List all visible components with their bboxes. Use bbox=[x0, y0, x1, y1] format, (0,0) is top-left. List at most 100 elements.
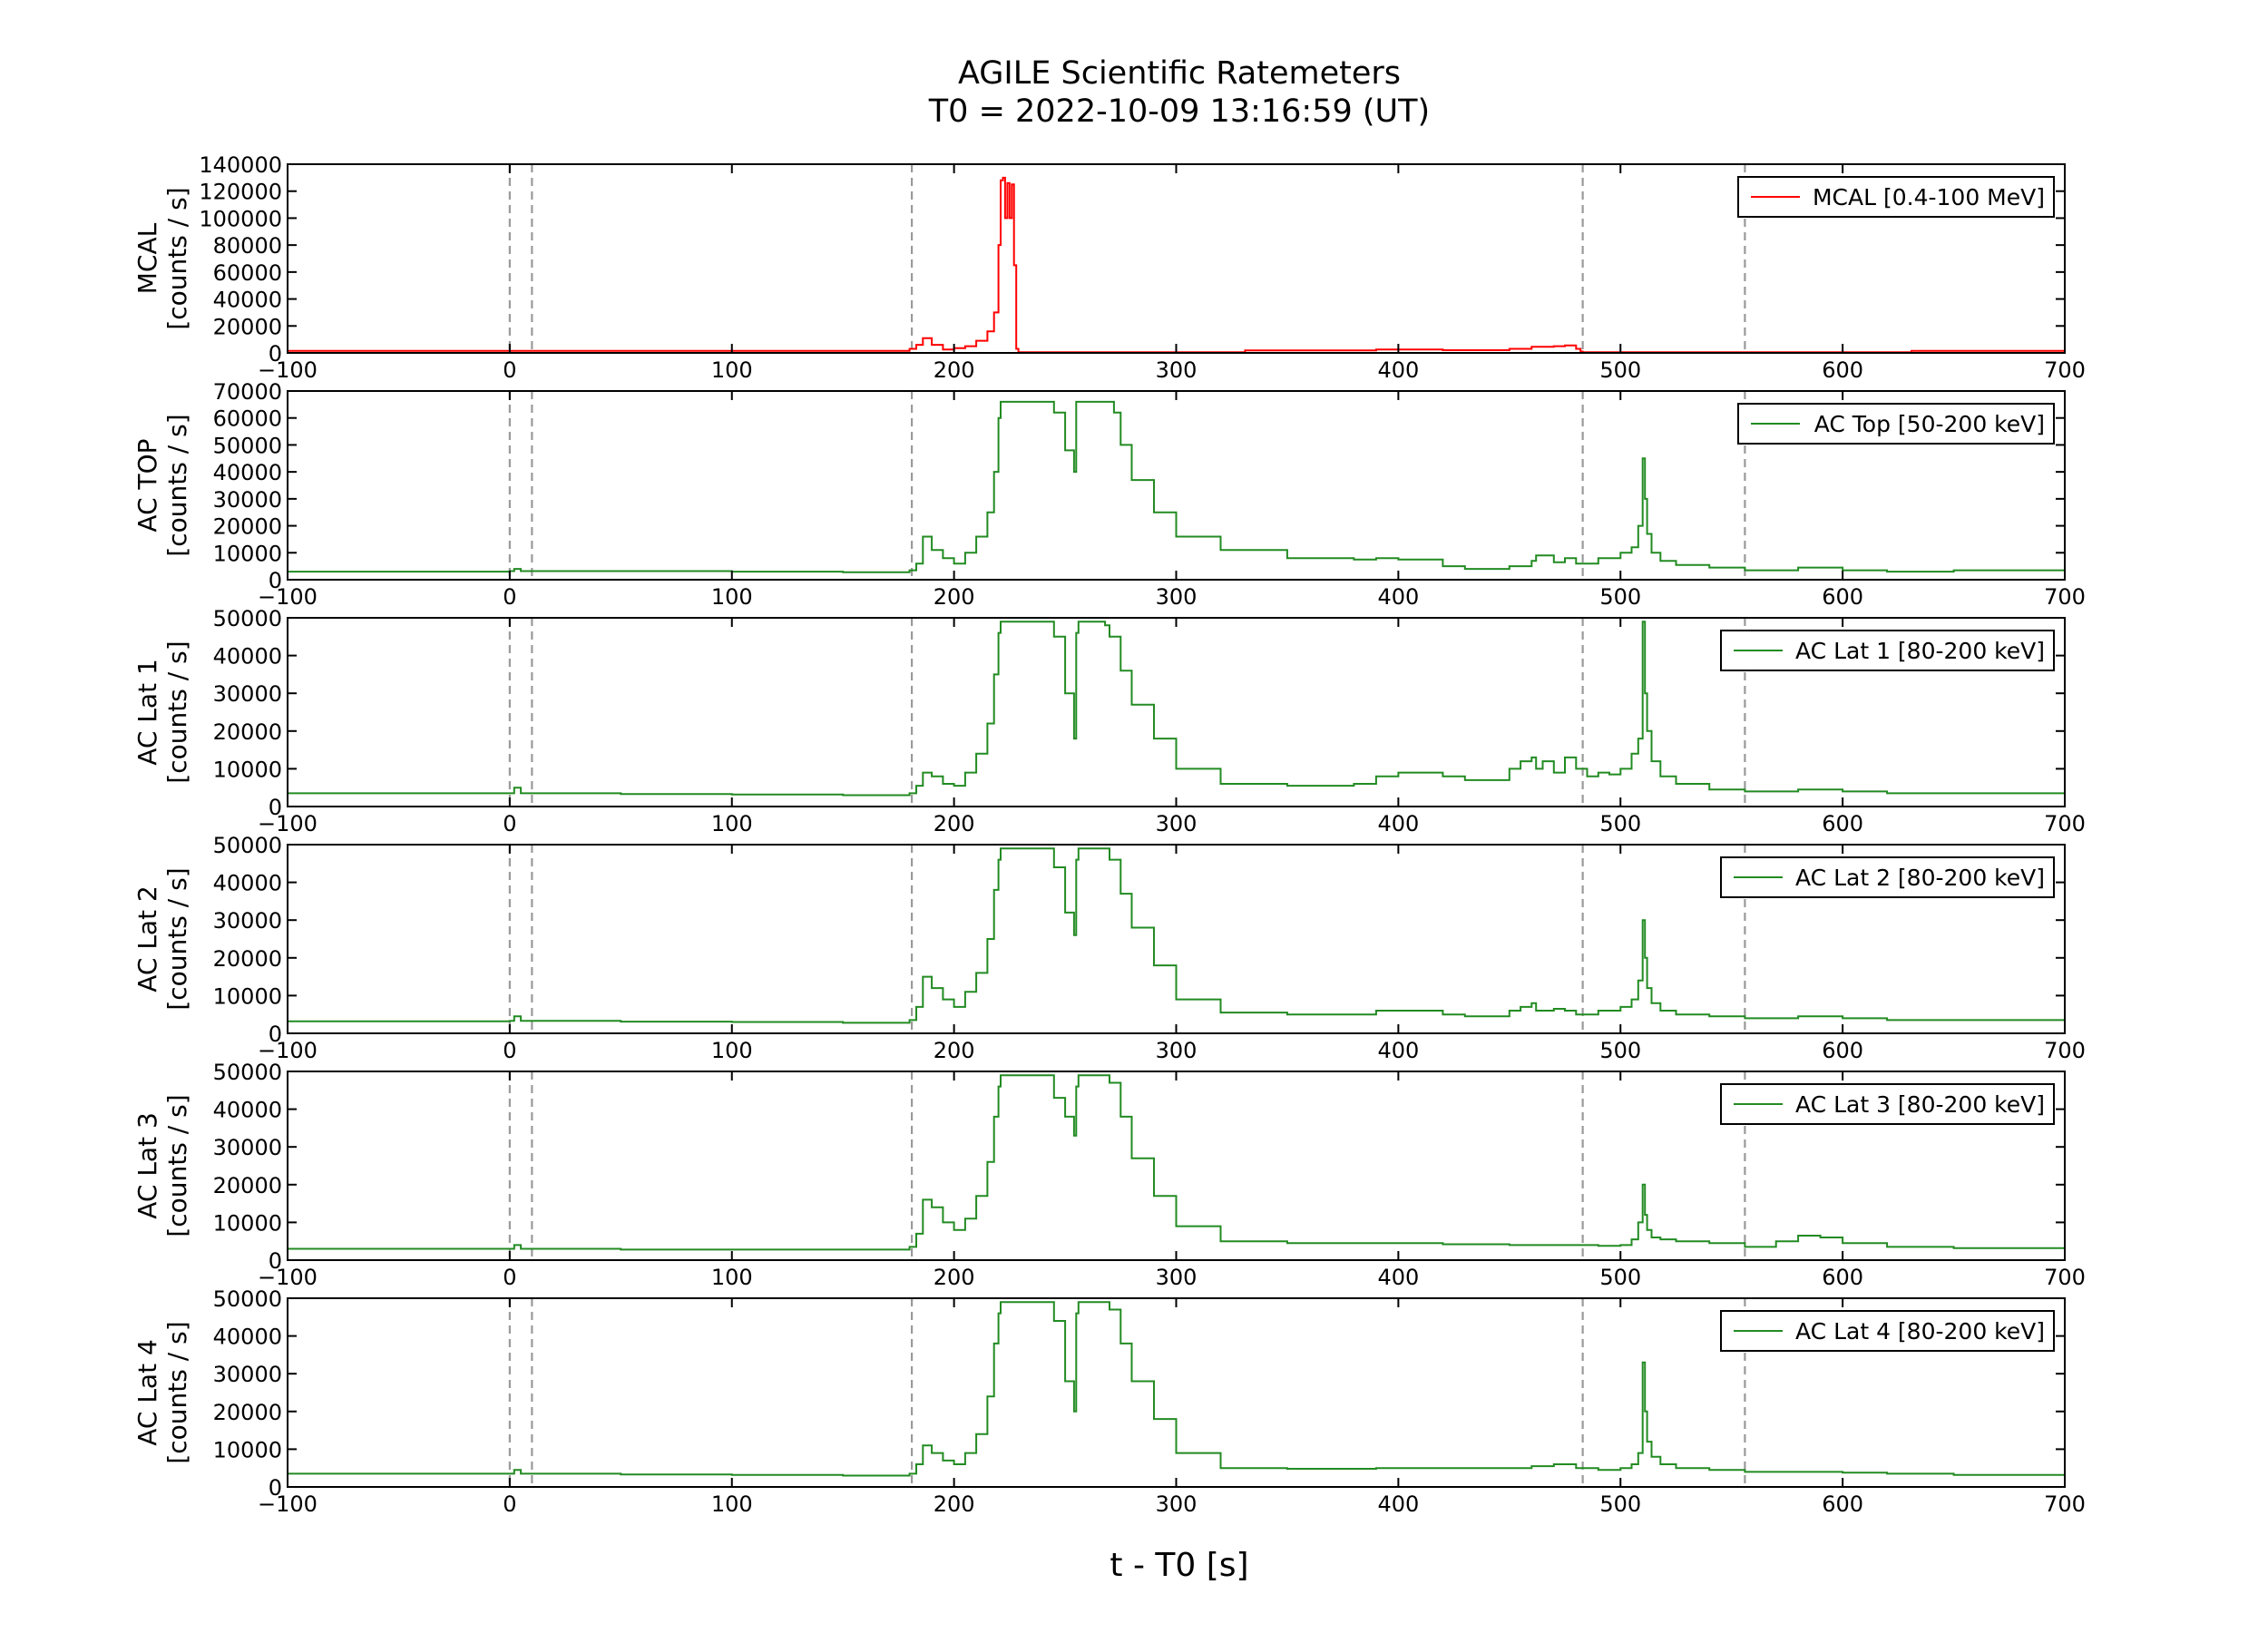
panel-3: −100 0 100 200 300 400 500 600 70001000020000300… bbox=[132, 606, 2086, 836]
y-tick-label: 50000 bbox=[213, 1060, 282, 1085]
y-axis-label: AC TOP bbox=[132, 438, 162, 532]
y-tick-label: 70000 bbox=[213, 379, 282, 405]
figure-subtitle: T0 = 2022-10-09 13:16:59 (UT) bbox=[928, 93, 1431, 130]
y-tick-label: 0 bbox=[269, 341, 282, 367]
x-tick-label: 300 bbox=[1156, 1491, 1198, 1517]
y-axis-label: AC Lat 4 bbox=[132, 1339, 162, 1446]
legend: AC Lat 1 [80-200 keV] bbox=[1720, 630, 2055, 671]
x-tick-label: 200 bbox=[934, 584, 975, 610]
x-tick-label: 500 bbox=[1599, 1265, 1641, 1290]
x-tick-label: 300 bbox=[1156, 1038, 1198, 1063]
y-axis-label: [counts / s] bbox=[162, 414, 192, 556]
y-tick-label: 40000 bbox=[213, 1325, 282, 1350]
x-tick-label: 400 bbox=[1377, 584, 1419, 610]
legend-label: AC Lat 1 [80-200 keV] bbox=[1795, 638, 2045, 664]
x-tick-label: 300 bbox=[1156, 1265, 1198, 1290]
figure-xlabel: t - T0 [s] bbox=[1110, 1547, 1249, 1584]
series-line bbox=[288, 176, 2065, 354]
figure-title-block: AGILE Scientific Ratemeters T0 = 2022-10… bbox=[0, 54, 2268, 131]
x-tick-label: 200 bbox=[934, 1491, 975, 1517]
y-axis-label: AC Lat 3 bbox=[132, 1112, 162, 1219]
x-tick-label: 0 bbox=[503, 584, 516, 610]
legend-label: AC Top [50-200 keV] bbox=[1814, 411, 2045, 437]
x-tick-label: 0 bbox=[503, 1265, 516, 1290]
y-tick-label: 50000 bbox=[213, 433, 282, 458]
x-tick-label: 300 bbox=[1156, 811, 1198, 836]
y-tick-label: 30000 bbox=[213, 1362, 282, 1387]
y-tick-label: 40000 bbox=[213, 871, 282, 896]
y-tick-label: 0 bbox=[269, 1022, 282, 1047]
x-tick-label: 100 bbox=[711, 1491, 753, 1517]
y-axis-label: [counts / s] bbox=[162, 1094, 192, 1237]
x-tick-label: 200 bbox=[934, 357, 975, 383]
legend: AC Lat 3 [80-200 keV] bbox=[1720, 1083, 2055, 1125]
y-tick-label: 20000 bbox=[213, 514, 282, 540]
x-tick-label: 500 bbox=[1599, 1491, 1641, 1517]
legend-label: AC Lat 4 [80-200 keV] bbox=[1795, 1318, 2045, 1345]
x-tick-label: −100 bbox=[258, 1038, 318, 1063]
series-line bbox=[288, 400, 2066, 573]
x-tick-label: 600 bbox=[1822, 357, 1863, 383]
legend: AC Top [50-200 keV] bbox=[1737, 403, 2055, 445]
series-line bbox=[288, 621, 2066, 797]
x-tick-label: 400 bbox=[1377, 1491, 1419, 1517]
panel-5: −100 0 100 200 300 400 500 600 70001000020000300… bbox=[132, 1060, 2086, 1290]
x-tick-label: 200 bbox=[934, 1038, 975, 1063]
legend: AC Lat 4 [80-200 keV] bbox=[1720, 1310, 2055, 1352]
x-tick-label: −100 bbox=[258, 357, 318, 383]
x-tick-label: 0 bbox=[503, 1038, 516, 1063]
y-tick-label: 140000 bbox=[199, 152, 282, 178]
y-tick-label: 60000 bbox=[213, 406, 282, 432]
x-tick-label: 100 bbox=[711, 1265, 753, 1290]
legend-label: MCAL [0.4-100 MeV] bbox=[1813, 184, 2045, 210]
y-tick-label: 50000 bbox=[213, 606, 282, 631]
x-tick-label: −100 bbox=[258, 811, 318, 836]
series-line bbox=[288, 1074, 2066, 1251]
y-tick-label: 60000 bbox=[213, 260, 282, 286]
y-tick-label: 10000 bbox=[213, 1437, 282, 1462]
y-tick-label: 10000 bbox=[213, 1210, 282, 1236]
y-tick-label: 40000 bbox=[213, 460, 282, 485]
y-tick-label: 50000 bbox=[213, 1286, 282, 1312]
x-tick-label: 300 bbox=[1156, 357, 1198, 383]
x-tick-label: 700 bbox=[2044, 1265, 2086, 1290]
y-tick-label: 80000 bbox=[213, 233, 282, 259]
y-tick-label: 20000 bbox=[213, 314, 282, 339]
x-tick-label: 0 bbox=[503, 1491, 516, 1517]
y-tick-label: 30000 bbox=[213, 681, 282, 707]
legend-label: AC Lat 2 [80-200 keV] bbox=[1795, 865, 2045, 891]
x-tick-label: 400 bbox=[1377, 357, 1419, 383]
x-tick-label: 300 bbox=[1156, 584, 1198, 610]
x-tick-label: 0 bbox=[503, 357, 516, 383]
y-axis-label: [counts / s] bbox=[162, 640, 192, 783]
y-tick-label: 100000 bbox=[199, 206, 282, 231]
panel-1: −100 0 100 200 300 400 500 600 70002000040000600… bbox=[132, 152, 2086, 383]
y-tick-label: 0 bbox=[269, 1475, 282, 1501]
y-tick-label: 40000 bbox=[213, 644, 282, 670]
x-tick-label: −100 bbox=[258, 1265, 318, 1290]
y-tick-label: 30000 bbox=[213, 487, 282, 513]
panel-2: −100 0 100 200 300 400 500 600 70001000020000300… bbox=[132, 379, 2086, 610]
series-line bbox=[288, 847, 2066, 1024]
x-tick-label: 600 bbox=[1822, 1038, 1863, 1063]
y-tick-label: 10000 bbox=[213, 757, 282, 782]
x-tick-label: 0 bbox=[503, 811, 516, 836]
y-tick-label: 0 bbox=[269, 1248, 282, 1274]
y-tick-label: 40000 bbox=[213, 288, 282, 313]
y-axis-label: AC Lat 1 bbox=[132, 659, 162, 766]
x-tick-label: 700 bbox=[2044, 1491, 2086, 1517]
x-tick-label: 700 bbox=[2044, 1038, 2086, 1063]
legend: MCAL [0.4-100 MeV] bbox=[1737, 176, 2055, 218]
x-tick-label: 600 bbox=[1822, 1491, 1863, 1517]
figure-title: AGILE Scientific Ratemeters bbox=[957, 55, 1402, 92]
legend-label: AC Lat 3 [80-200 keV] bbox=[1795, 1091, 2045, 1118]
y-tick-label: 120000 bbox=[199, 180, 282, 205]
x-tick-label: 500 bbox=[1599, 584, 1641, 610]
x-tick-label: 600 bbox=[1822, 811, 1863, 836]
y-tick-label: 20000 bbox=[213, 1400, 282, 1425]
y-tick-label: 10000 bbox=[213, 983, 282, 1009]
x-tick-label: −100 bbox=[258, 1491, 318, 1517]
x-tick-label: 500 bbox=[1599, 811, 1641, 836]
x-tick-label: 700 bbox=[2044, 584, 2086, 610]
x-tick-label: 100 bbox=[711, 584, 753, 610]
